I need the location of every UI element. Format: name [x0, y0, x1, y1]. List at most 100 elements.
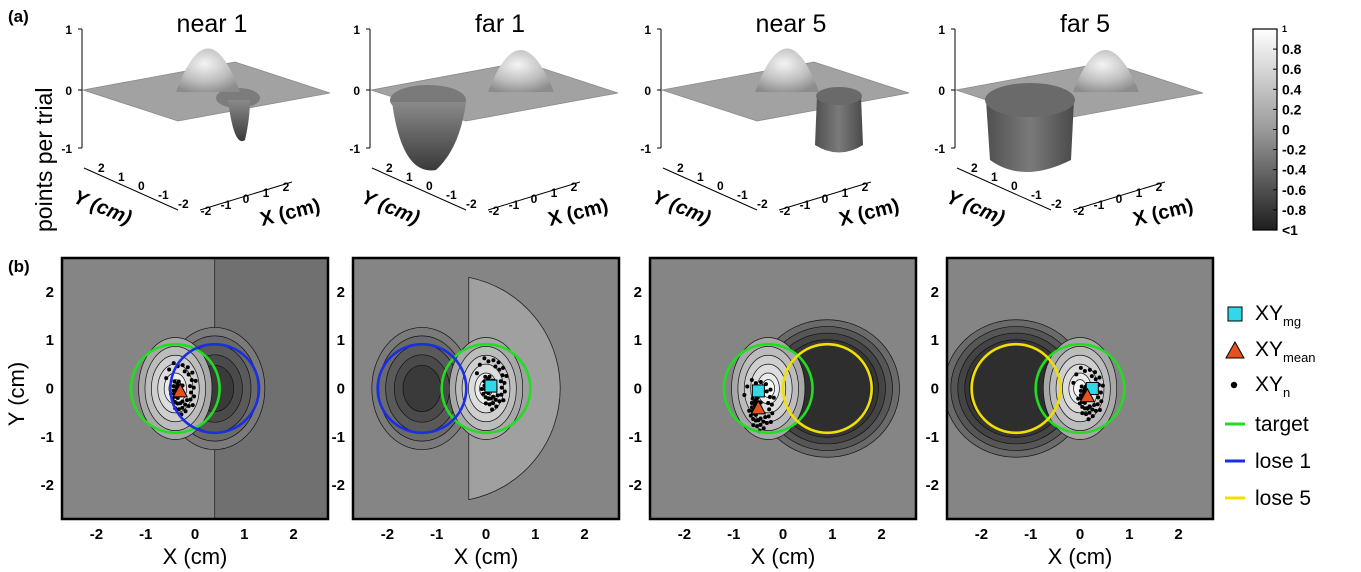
y-tick-label: -1 — [1031, 188, 1042, 202]
xy-n-point — [493, 364, 498, 369]
z-axis-label: points per trial — [31, 88, 57, 232]
x-tick-label: 0 — [1076, 526, 1084, 543]
xy-n-point — [1077, 401, 1082, 406]
x-tick-label: 1 — [828, 526, 836, 543]
penalty-well-rim — [816, 87, 862, 105]
xy-n-point — [180, 405, 185, 410]
legend-item-lose1: lose 1 — [1225, 450, 1311, 473]
colorbar-tick-label: -0.6 — [1282, 182, 1306, 198]
xy-n-point — [1099, 399, 1104, 404]
xy-n-point — [763, 415, 768, 420]
xy-n-point — [498, 379, 503, 384]
xy-n-point — [491, 358, 496, 363]
xy-n-point — [176, 407, 181, 412]
lose1-circle — [376, 342, 468, 435]
colorbar-tick-label: 1 — [1282, 24, 1287, 34]
xy-n-point — [749, 377, 754, 382]
y-tick-label: -2 — [466, 197, 477, 211]
xy-n-point — [1087, 410, 1092, 415]
xy-n-point — [1087, 367, 1092, 372]
xy-n-point — [490, 407, 495, 412]
z-tick-label: -1 — [349, 142, 360, 156]
xy-n-point — [1071, 380, 1076, 385]
xy-n-point — [769, 402, 774, 407]
xy-n-point — [193, 378, 198, 383]
xy-n-point — [483, 401, 488, 406]
legend-item-xy_n: XYn — [1230, 373, 1290, 400]
y-tick-label: 1 — [46, 332, 54, 349]
plot-frame — [351, 256, 621, 521]
legend-dot-icon — [1230, 381, 1238, 389]
legend-label: XYmg — [1255, 302, 1301, 329]
xy-n-point — [502, 389, 507, 394]
y-tick-label: -2 — [926, 477, 939, 494]
x-tick-label: -1 — [800, 198, 811, 212]
x-tick-label: -2 — [381, 526, 394, 543]
penalty-well-wall — [815, 96, 863, 153]
xy-n-point — [164, 376, 169, 381]
y-axis-line — [371, 167, 467, 211]
y-tick-label: 1 — [406, 170, 413, 184]
contour-plot-2: -2 -1 0 1 2 2 1 0 -1 -2 X (cm) — [332, 256, 621, 569]
x-tick-label: 1 — [1125, 526, 1133, 543]
xy-n-point — [499, 392, 504, 397]
xy-n-point — [191, 385, 196, 390]
legend-label: lose 1 — [1255, 450, 1311, 473]
xy-n-point — [1074, 372, 1079, 377]
xy-n-point — [761, 426, 766, 431]
xy-n-point — [487, 402, 492, 407]
y-tick-label: 2 — [46, 284, 54, 301]
xy-n-point — [747, 408, 752, 413]
x-tick-label: 0 — [531, 192, 538, 206]
y-axis-label: Y (cm) — [4, 362, 29, 426]
y-tick-label: 1 — [931, 332, 939, 349]
surface-title: near 1 — [177, 10, 248, 38]
y-tick-label: 0 — [138, 179, 145, 193]
xy-n-point — [497, 399, 502, 404]
xy-n-point — [496, 360, 501, 365]
x-axis-label: X (cm) — [837, 195, 902, 231]
xy-n-point — [188, 390, 193, 395]
y-tick-label: -2 — [1051, 197, 1062, 211]
contour-field — [947, 258, 1213, 519]
y-tick-label: 0 — [1011, 179, 1018, 193]
xy-n-point — [180, 363, 185, 368]
penalty-contour — [402, 364, 442, 413]
x-tick-label: -1 — [430, 526, 443, 543]
x-tick-label: -2 — [678, 526, 691, 543]
xy-n-point — [494, 404, 499, 409]
y-tick-label: 2 — [931, 284, 939, 301]
z-tick-label: 0 — [65, 84, 72, 98]
z-tick-label: 0 — [938, 84, 945, 98]
legend-item-xy_mean: XYmean — [1225, 338, 1316, 365]
x-tick-label: -1 — [221, 198, 232, 212]
xy-mean-marker — [1079, 387, 1096, 403]
y-tick-label: -2 — [757, 197, 768, 211]
xy-n-point — [1095, 402, 1100, 407]
xy-n-point — [764, 420, 769, 425]
x-axis-label: X (cm) — [454, 544, 519, 569]
xy-n-point — [767, 395, 772, 400]
xy-n-point — [1080, 411, 1085, 416]
xy-n-point — [171, 384, 176, 389]
contour-plots-row: -2 -1 0 1 2 2 1 0 -1 -2 X (cm) -2 -1 0 1 2 2 1 0 -1 -2 X (cm)… — [4, 256, 1215, 569]
x-axis-line — [199, 181, 293, 211]
legend-item-target: target — [1225, 413, 1309, 436]
x-axis-label: X (cm) — [258, 195, 323, 231]
legend-label: XYn — [1255, 373, 1290, 400]
reward-peak — [1073, 50, 1139, 92]
reward-peak — [176, 48, 240, 92]
z-tick-label: 1 — [938, 23, 945, 37]
xy-n-point — [768, 420, 773, 425]
colorbar-tick-label: 0.8 — [1282, 41, 1302, 57]
colorbar-tick-label: 0.6 — [1282, 61, 1302, 77]
legend-triangle-icon — [1225, 340, 1245, 359]
xy-n-point — [755, 424, 760, 429]
xy-n-point — [183, 409, 188, 414]
lose5-circle — [970, 342, 1062, 435]
x-axis-line — [778, 181, 872, 211]
xy-n-point — [1078, 365, 1083, 370]
